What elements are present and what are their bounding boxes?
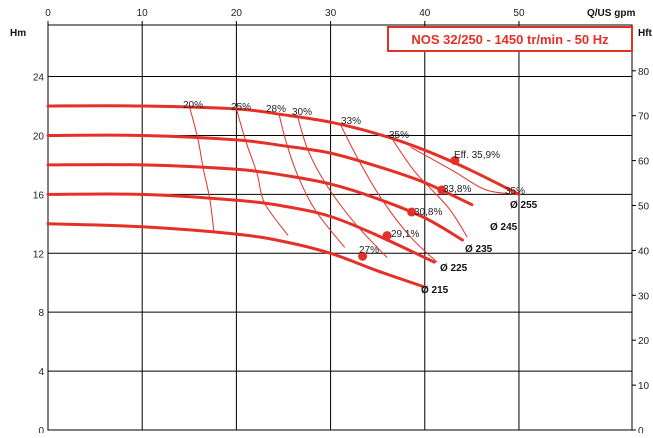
bep-point — [450, 155, 460, 165]
diameter-label-225: Ø 225 — [440, 263, 468, 274]
y-left-tick-label: 0 — [38, 426, 44, 433]
head-curve — [46, 163, 464, 242]
x-tick-label: 20 — [231, 8, 243, 19]
diameter-label-245: Ø 245 — [490, 222, 518, 233]
head-curve — [46, 133, 474, 207]
x-tick-label: 0 — [45, 8, 51, 19]
y-right-tick-label: 10 — [638, 381, 650, 392]
y-left-tick-label: 4 — [38, 367, 44, 378]
plot-frame — [47, 24, 633, 431]
y-right-tick-label: 60 — [638, 157, 650, 168]
y-right-tick-label: 40 — [638, 246, 650, 257]
x-tick-label: 30 — [325, 8, 337, 19]
x-tick-label: 50 — [513, 8, 525, 19]
x-tick-label: 40 — [419, 8, 431, 19]
efficiency-line — [391, 138, 468, 238]
bep-points-layer — [358, 155, 460, 261]
y-right-tick-label: 30 — [638, 291, 650, 302]
efficiency-label-20: 20% — [183, 100, 203, 111]
diameter-label-235: Ø 235 — [465, 244, 493, 255]
x-top-unit-label: Q/US gpm — [587, 8, 635, 19]
head-curve — [46, 104, 521, 196]
bep-point — [437, 185, 447, 195]
y-left-tick-label: 24 — [33, 73, 45, 84]
efficiency-label-35-top: 35% — [389, 130, 409, 141]
efficiency-line — [297, 116, 388, 259]
head-curves-layer — [46, 104, 521, 289]
efficiency-label-30: 30% — [292, 107, 312, 118]
efficiency-label-33-8: 33,8% — [443, 184, 471, 195]
y-right-tick-label: 80 — [638, 67, 650, 78]
grid-layer: 0 10 20 30 40 50 0 4 8 12 16 20 24 0 10 20 30 40 50 60 70 80 — [33, 8, 650, 437]
efficiency-label-30-8: 30,8% — [414, 207, 442, 218]
chart-title: NOS 32/250 - 1450 tr/min - 50 Hz — [411, 32, 609, 47]
bep-point — [407, 207, 417, 217]
efficiency-label-29-1: 29,1% — [391, 229, 419, 240]
efficiency-line — [188, 105, 215, 232]
efficiency-line — [235, 108, 289, 236]
efficiency-line — [278, 113, 346, 248]
efficiency-label-33: 33% — [341, 116, 361, 127]
efficiency-label-28: 28% — [266, 104, 286, 115]
y-right-unit-label: Hft — [638, 28, 653, 39]
efficiency-line — [410, 146, 520, 195]
y-right-tick-label: 20 — [638, 336, 650, 347]
y-left-tick-label: 8 — [38, 308, 44, 319]
bep-point — [382, 231, 392, 241]
head-curve — [46, 222, 427, 289]
efficiency-label-max: Eff. 35,9% — [454, 150, 500, 161]
y-left-tick-label: 12 — [33, 249, 45, 260]
y-left-unit-label: Hm — [10, 28, 26, 39]
labels-layer: Hm Hft Q/US gpm NOS 32/250 - 1450 tr/min… — [10, 8, 653, 296]
head-curve — [46, 192, 436, 264]
x-tick-label: 10 — [137, 8, 149, 19]
bep-point — [358, 251, 368, 261]
efficiency-label-25: 25% — [231, 102, 251, 113]
efficiency-label-35-right: 35% — [505, 186, 525, 197]
y-right-tick-label: 0 — [638, 426, 644, 433]
efficiency-label-27: 27% — [359, 245, 379, 256]
y-right-tick-label: 70 — [638, 112, 650, 123]
y-right-tick-label: 50 — [638, 201, 650, 212]
chart-title-box — [387, 26, 633, 52]
y-left-tick-label: 16 — [33, 190, 45, 201]
diameter-label-215: Ø 215 — [421, 285, 449, 296]
y-left-tick-label: 20 — [33, 131, 45, 142]
diameter-label-255: Ø 255 — [510, 200, 538, 211]
